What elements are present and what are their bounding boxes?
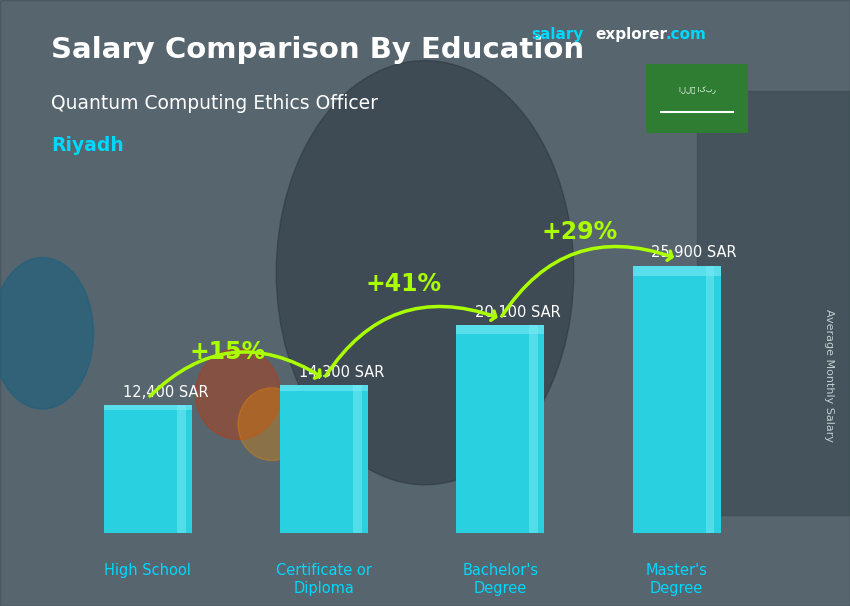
Text: 25,900 SAR: 25,900 SAR: [651, 245, 737, 260]
Text: Master's
Degree: Master's Degree: [646, 563, 707, 596]
Bar: [706, 265, 715, 533]
Bar: [632, 265, 721, 533]
Text: Certificate or
Diploma: Certificate or Diploma: [276, 563, 372, 596]
Text: اللہ اکبر: اللہ اکبر: [678, 87, 716, 94]
Text: 20,100 SAR: 20,100 SAR: [475, 305, 561, 320]
Bar: [632, 265, 721, 276]
Text: .com: .com: [666, 27, 706, 42]
Bar: [456, 325, 544, 533]
Bar: [354, 385, 362, 533]
Text: +41%: +41%: [366, 272, 441, 296]
Bar: [456, 325, 544, 334]
Bar: [280, 385, 368, 391]
Text: 14,300 SAR: 14,300 SAR: [299, 365, 384, 380]
Bar: [280, 385, 368, 533]
Text: +29%: +29%: [541, 221, 618, 244]
Bar: [697, 91, 850, 515]
Ellipse shape: [0, 258, 94, 409]
Bar: [530, 325, 538, 533]
Text: salary: salary: [531, 27, 584, 42]
Text: Riyadh: Riyadh: [51, 136, 124, 155]
Text: High School: High School: [105, 563, 191, 578]
Text: Salary Comparison By Education: Salary Comparison By Education: [51, 36, 584, 64]
Text: explorer: explorer: [595, 27, 667, 42]
Ellipse shape: [238, 388, 306, 461]
Ellipse shape: [196, 348, 280, 439]
Text: Average Monthly Salary: Average Monthly Salary: [824, 309, 834, 442]
Bar: [104, 405, 192, 410]
Ellipse shape: [276, 61, 574, 485]
Text: +15%: +15%: [189, 341, 265, 364]
Text: Quantum Computing Ethics Officer: Quantum Computing Ethics Officer: [51, 94, 378, 113]
Text: 12,400 SAR: 12,400 SAR: [122, 385, 208, 400]
Bar: [177, 405, 186, 533]
Text: Bachelor's
Degree: Bachelor's Degree: [462, 563, 538, 596]
Bar: [104, 405, 192, 533]
